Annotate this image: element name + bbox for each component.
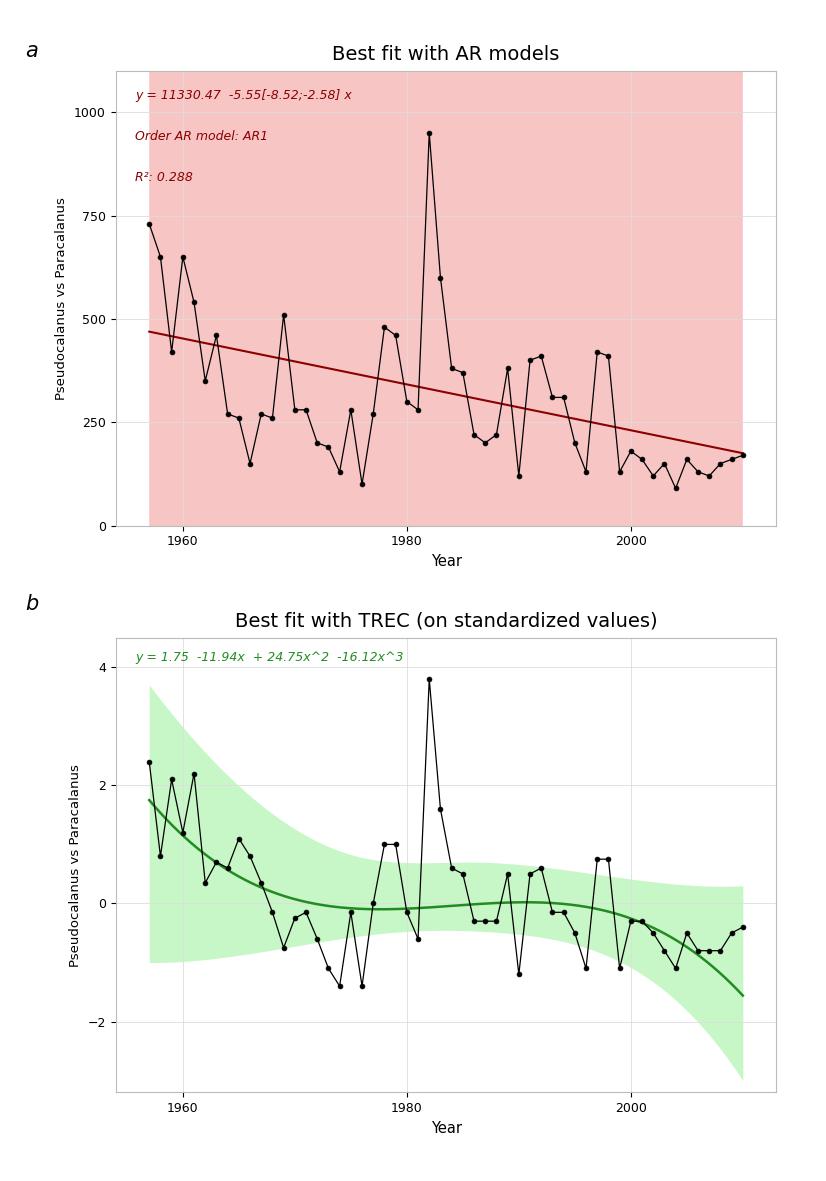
Text: Order AR model: AR1: Order AR model: AR1 xyxy=(135,130,268,143)
X-axis label: Year: Year xyxy=(430,554,462,569)
Text: b: b xyxy=(25,594,38,614)
Y-axis label: Pseudocalanus vs Paracalanus: Pseudocalanus vs Paracalanus xyxy=(55,197,69,399)
Title: Best fit with AR models: Best fit with AR models xyxy=(332,45,560,64)
X-axis label: Year: Year xyxy=(430,1121,462,1136)
Text: R²: 0.288: R²: 0.288 xyxy=(135,171,193,184)
Text: y = 11330.47  -5.55[-8.52;-2.58] x: y = 11330.47 -5.55[-8.52;-2.58] x xyxy=(135,89,352,102)
Title: Best fit with TREC (on standardized values): Best fit with TREC (on standardized valu… xyxy=(235,612,657,631)
Text: y = 1.75  -11.94x  + 24.75x^2  -16.12x^3: y = 1.75 -11.94x + 24.75x^2 -16.12x^3 xyxy=(135,652,404,665)
Y-axis label: Pseudocalanus vs Paracalanus: Pseudocalanus vs Paracalanus xyxy=(69,764,82,966)
Text: a: a xyxy=(25,41,37,61)
